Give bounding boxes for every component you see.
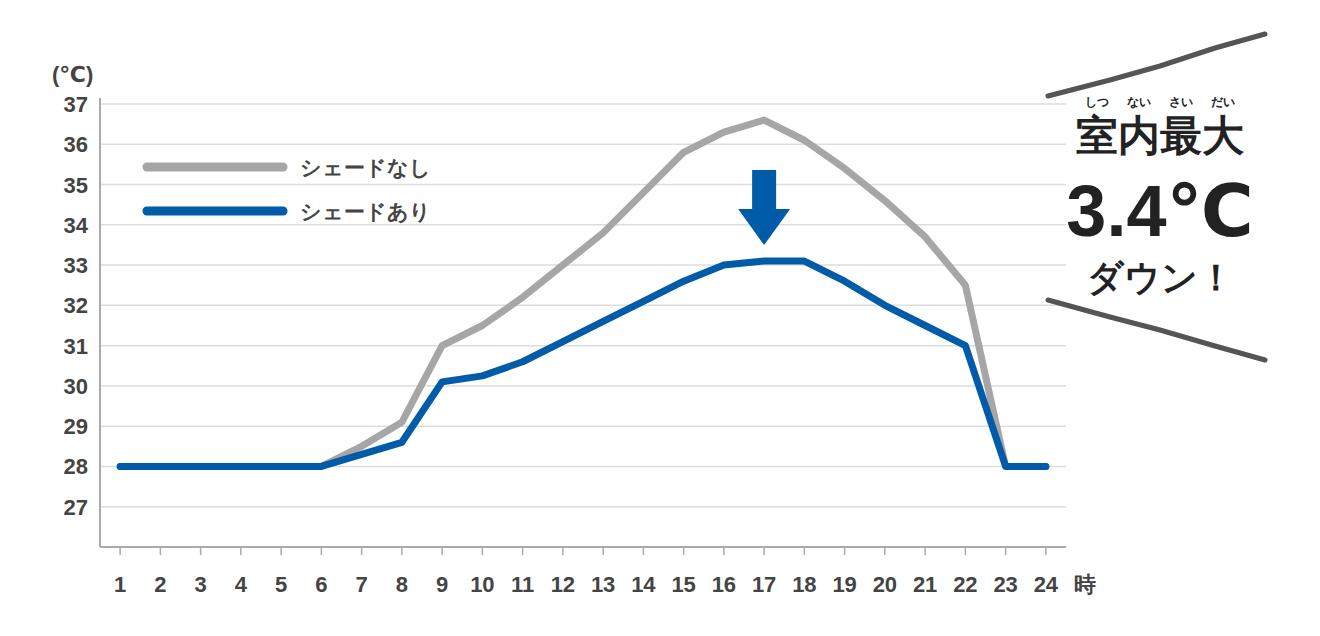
x-tick (965, 547, 967, 555)
scribble (1048, 300, 1265, 360)
x-tick-label: 19 (832, 572, 856, 597)
annotation: 室内最大 しつ ない さい だい 3.4℃ ダウン！ (1048, 34, 1265, 360)
x-tick (361, 547, 363, 555)
grid-line (100, 305, 1066, 307)
y-tick-label: 35 (64, 173, 88, 198)
x-tick (602, 547, 604, 555)
y-tick-label: 30 (64, 374, 88, 399)
x-tick-label: 21 (913, 572, 937, 597)
x-tick (683, 547, 685, 555)
grid-line (100, 184, 1066, 186)
x-tick-label: 3 (195, 572, 207, 597)
grid-line (100, 264, 1066, 266)
x-tick-label: 2 (154, 572, 166, 597)
legend-label: シェードあり (300, 200, 431, 224)
legend-label: シェードなし (300, 156, 431, 180)
x-tick-label: 15 (671, 572, 695, 597)
legend: シェードなしシェードあり (147, 156, 431, 224)
x-tick (924, 547, 926, 555)
x-tick-label: 1 (114, 572, 126, 597)
series-group (120, 120, 1046, 466)
x-tick (482, 547, 484, 555)
x-tick-label: 23 (993, 572, 1017, 597)
x-axis (100, 546, 1066, 548)
y-tick-label: 31 (64, 334, 88, 359)
y-tick-label: 28 (64, 454, 88, 479)
x-tick-label: 5 (275, 572, 287, 597)
x-tick (522, 547, 524, 555)
y-tick-label: 33 (64, 253, 88, 278)
y-tick-label: 37 (64, 92, 88, 117)
x-tick-label: 4 (235, 572, 248, 597)
x-axis-title: 時 (1074, 572, 1096, 597)
y-tick-label: 29 (64, 414, 88, 439)
x-tick-label: 17 (752, 572, 776, 597)
x-tick (723, 547, 725, 555)
x-tick (1005, 547, 1007, 555)
annotation-ruby: さい (1169, 95, 1193, 109)
x-tick-label: 13 (591, 572, 615, 597)
grid-line (100, 425, 1066, 427)
x-tick-label: 8 (396, 572, 408, 597)
x-tick (240, 547, 242, 555)
series-line (120, 120, 1046, 466)
legend-swatch (147, 207, 283, 216)
x-tick-label: 7 (356, 572, 368, 597)
x-tick (441, 547, 443, 555)
grid (100, 104, 1066, 507)
annotation-text: 室内最大 (1076, 112, 1244, 159)
series-line (120, 261, 1046, 466)
x-tick-label: 18 (792, 572, 816, 597)
y-tick-label: 34 (64, 213, 89, 238)
y-tick-label: 32 (64, 293, 88, 318)
y-tick-label: 36 (64, 132, 88, 157)
annotation-ruby: ない (1127, 95, 1151, 109)
chart: 2728293031323334353637123456789101112131… (0, 0, 1320, 636)
x-tick-label: 10 (470, 572, 494, 597)
x-tick (280, 547, 282, 555)
x-tick-label: 9 (436, 572, 448, 597)
x-tick-label: 11 (511, 572, 534, 597)
legend-swatch (147, 163, 283, 172)
x-tick (844, 547, 846, 555)
annotation-text: ダウン！ (1087, 257, 1234, 298)
annotation-ruby: だい (1211, 95, 1235, 109)
x-tick (119, 547, 121, 555)
grid-line (100, 345, 1066, 347)
x-tick (160, 547, 162, 555)
grid-line (100, 224, 1066, 226)
x-tick-label: 24 (1034, 572, 1059, 597)
grid-line (100, 385, 1066, 387)
annotation-ruby: しつ (1085, 95, 1109, 109)
x-tick (401, 547, 403, 555)
x-tick (804, 547, 806, 555)
y-axis-title: (℃) (52, 62, 93, 87)
grid-line (100, 144, 1066, 146)
scribble (1048, 34, 1265, 96)
annotation-value: 3.4℃ (1066, 171, 1253, 251)
x-tick-label: 14 (631, 572, 656, 597)
x-tick-label: 20 (873, 572, 897, 597)
x-tick (1045, 547, 1047, 555)
x-tick (321, 547, 323, 555)
x-tick (643, 547, 645, 555)
x-tick (763, 547, 765, 555)
x-tick (884, 547, 886, 555)
grid-line (100, 103, 1066, 105)
y-tick-label: 27 (64, 495, 88, 520)
x-tick-label: 16 (712, 572, 736, 597)
y-axis (99, 98, 101, 547)
x-tick-label: 6 (315, 572, 327, 597)
x-tick (200, 547, 202, 555)
grid-line (100, 506, 1066, 508)
arrow (738, 170, 790, 245)
x-tick-label: 22 (953, 572, 977, 597)
x-tick-label: 12 (551, 572, 575, 597)
x-tick (562, 547, 564, 555)
